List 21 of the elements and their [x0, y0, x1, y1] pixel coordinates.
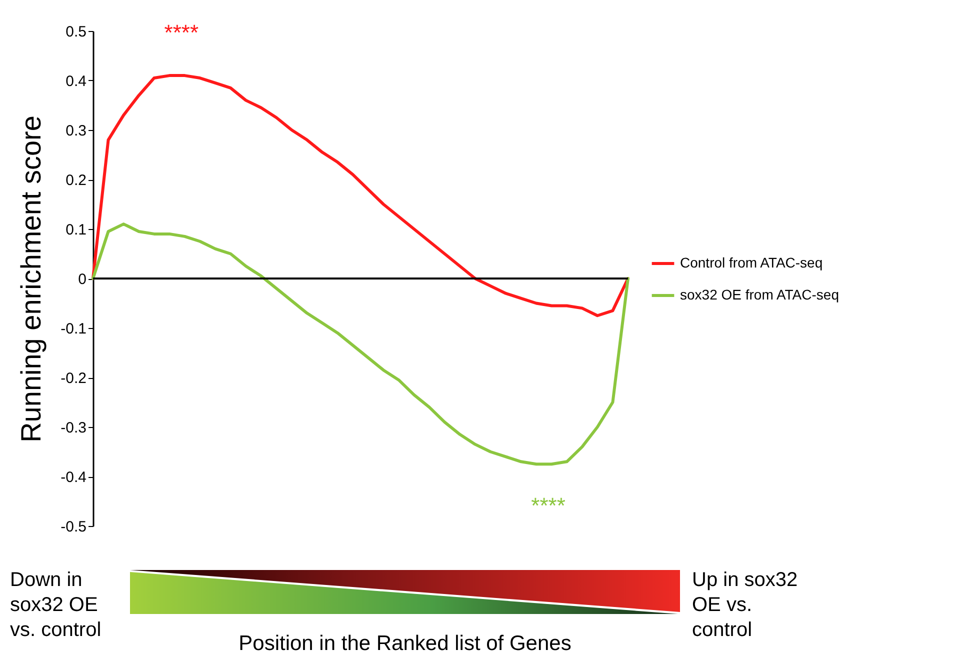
y-tick-label: 0.5 — [66, 24, 86, 40]
annotation: **** — [531, 493, 566, 518]
y-tick-label: 0 — [78, 271, 86, 288]
legend-label: sox32 OE from ATAC-seq — [680, 286, 839, 302]
x-axis-title: Position in the Ranked list of Genes — [238, 632, 572, 656]
y-tick-label: 0.2 — [66, 172, 86, 189]
y-tick-label: -0.3 — [60, 420, 86, 436]
y-tick-label: 0.4 — [66, 73, 86, 90]
y-tick-label: -0.5 — [60, 518, 86, 536]
annotation: **** — [164, 20, 199, 45]
y-tick-label: 0.3 — [66, 122, 86, 140]
y-tick-label: -0.1 — [60, 320, 86, 338]
y-tick-label: -0.4 — [60, 469, 86, 486]
y-tick-label: -0.2 — [60, 370, 86, 387]
line-series — [92, 74, 630, 318]
y-tick-label: 0.1 — [66, 222, 86, 238]
line-series — [92, 222, 630, 466]
text: Up in sox32 OE vs. control — [692, 568, 799, 643]
legend-label: Control from ATAC-seq — [680, 254, 823, 270]
text: Down in sox32 OE vs. control — [10, 568, 102, 643]
y-axis-title: Running enrichment score — [16, 116, 47, 442]
